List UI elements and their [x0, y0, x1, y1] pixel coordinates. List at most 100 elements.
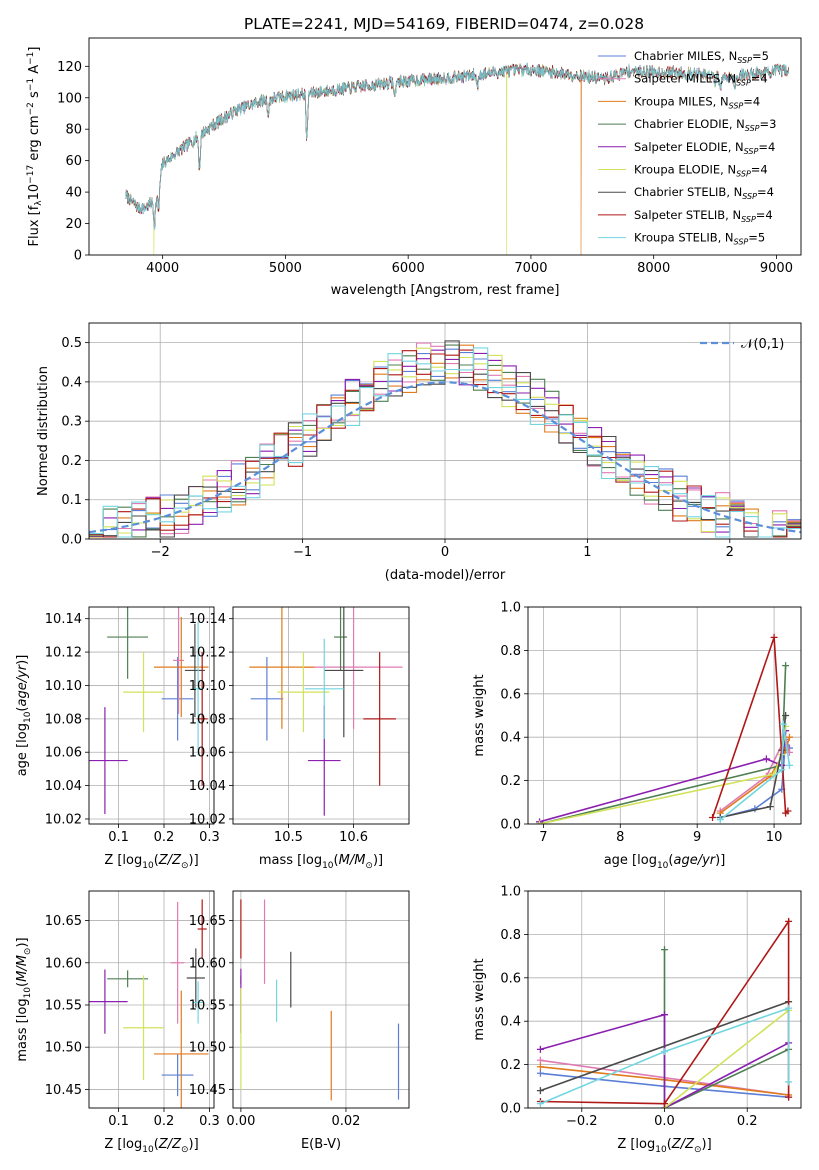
y-tick-label: 10.55	[45, 998, 82, 1013]
y-tick-label: 10.55	[189, 998, 226, 1013]
y-tick-label: 10.06	[189, 746, 226, 761]
x-axis-label: mass [log10(M/M⊙)]	[259, 853, 383, 871]
panel-mass_weight_vs_age: 7 8 9 10 0.0 0.2 0.4 0.6 0.8 1.0 age [log10(age/yr…	[472, 601, 802, 871]
series-marker	[709, 813, 717, 821]
axes-frame	[88, 322, 802, 540]
panel-age_vs_mass: 10.5 10.6 10.02 10.04 10.06 10.08 10.10 10.12 10…	[189, 606, 410, 871]
y-tick-label: 40	[65, 186, 82, 201]
histogram-kroupa-stelib	[89, 347, 801, 538]
series-marker	[784, 807, 792, 815]
series-marker	[536, 820, 544, 824]
errorbar-chabrier-miles	[250, 657, 284, 741]
legend: 𝒩(0,1)	[700, 337, 784, 352]
errorbar-chabrier-stelib	[186, 948, 205, 1008]
series-line	[539, 665, 787, 824]
spectrum-line-kroupa-stelib	[125, 61, 790, 230]
y-tick-label: 0.4	[500, 1015, 521, 1030]
y-tick-label: 10.12	[189, 646, 226, 661]
y-tick-label: 120	[57, 60, 82, 75]
series-marker	[661, 1048, 668, 1056]
spectrum-line-kroupa-miles	[125, 63, 790, 255]
y-tick-label: 1.0	[500, 885, 521, 900]
axes-frame	[232, 606, 410, 825]
y-axis-label: mass weight	[472, 958, 487, 1040]
series-marker	[785, 917, 793, 925]
series-marker	[778, 766, 786, 774]
x-tick-label: 0.2	[154, 1114, 175, 1129]
x-axis-label: Z [log10(Z/Z⊙)]	[617, 1137, 711, 1155]
x-tick-label: 0.1	[108, 830, 129, 845]
plot-area	[89, 340, 801, 538]
y-tick-label: 100	[57, 91, 82, 106]
y-tick-label: 0.6	[500, 687, 521, 702]
series-marker	[536, 1100, 544, 1108]
series-marker	[782, 662, 790, 670]
series-marker	[762, 755, 770, 763]
series-chabrier-elodie	[536, 662, 790, 824]
x-tick-label: 10.6	[339, 830, 368, 845]
errorbar-salpeter-miles	[173, 607, 184, 714]
x-tick-label: 8000	[637, 261, 670, 276]
series-line	[664, 1009, 790, 1108]
errorbar-kroupa-elodie	[123, 975, 164, 1081]
y-axis-label: Normed distribution	[36, 366, 51, 496]
plot-area	[125, 61, 790, 255]
panel-residuals: −2 −1 0 1 2 0.0 0.1 0.2 0.3 0.4 0.5 𝒩(0,1) (data-mod…	[36, 322, 802, 583]
y-tick-label: 60	[65, 154, 82, 169]
y-tick-label: 10.02	[45, 812, 82, 827]
y-tick-label: 0.2	[500, 1058, 521, 1073]
y-tick-label: 10.65	[189, 914, 226, 929]
y-axis-label: mass [log10(M/M⊙)]	[15, 937, 33, 1061]
legend-label: Salpeter ELODIE, NSSP=4	[634, 140, 775, 156]
series-line	[719, 724, 791, 821]
panel-age_vs_Z: 0.1 0.2 0.3 10.02 10.04 10.06 10.08 10.10 10.12 1…	[15, 606, 220, 871]
y-tick-label: 10.14	[45, 612, 82, 627]
y-tick-label: 0.8	[500, 644, 521, 659]
series-marker	[536, 1087, 544, 1095]
x-tick-label: 7000	[514, 261, 547, 276]
y-axis-label-group: age [log10(age/yr)]	[15, 655, 33, 777]
axes-frame	[527, 890, 802, 1109]
axes-frame	[232, 890, 410, 1109]
axes-frame	[88, 37, 802, 256]
series-marker	[785, 733, 793, 741]
errorbar-kroupa-elodie	[123, 652, 164, 733]
y-tick-label: 10.50	[45, 1041, 82, 1056]
series-marker	[716, 816, 724, 824]
x-tick-label: 0.1	[108, 1114, 129, 1129]
axes-frame	[88, 606, 215, 825]
series-marker	[536, 1069, 544, 1077]
series-marker	[536, 1063, 544, 1071]
y-tick-label: 0.3	[61, 415, 82, 430]
y-axis-label-group: Normed distribution	[36, 366, 51, 496]
x-axis-label: (data-model)/error	[385, 568, 506, 583]
x-tick-label: 0.00	[226, 1114, 255, 1129]
series-line	[539, 730, 787, 823]
legend-label: Kroupa MILES, NSSP=4	[634, 94, 760, 110]
series-salpeter-stelib	[709, 633, 792, 821]
x-tick-label: 1	[583, 545, 591, 560]
y-tick-label: 0.4	[61, 375, 82, 390]
y-tick-label: 10.45	[189, 1083, 226, 1098]
errorbar-chabrier-elodie	[107, 970, 149, 988]
plot-area	[89, 899, 209, 1108]
legend-label: Kroupa ELODIE, NSSP=4	[634, 163, 768, 179]
y-tick-label: 10.50	[189, 1041, 226, 1056]
errorbar-chabrier-miles	[161, 657, 194, 741]
series-marker	[536, 1056, 544, 1064]
y-tick-label: 0.0	[500, 818, 521, 833]
y-tick-label: 10.60	[189, 956, 226, 971]
axes-frame	[88, 890, 215, 1109]
errorbar-kroupa-miles	[154, 617, 209, 718]
x-tick-label: 2	[726, 545, 734, 560]
errorbar-kroupa-stelib	[304, 638, 344, 739]
series-line	[719, 734, 791, 812]
series-marker	[536, 1045, 544, 1053]
x-tick-label: 0.2	[154, 830, 175, 845]
series-marker	[785, 761, 793, 769]
series-kroupa-stelib	[716, 720, 793, 824]
x-tick-label: 9000	[760, 261, 793, 276]
x-tick-label: 10.5	[274, 830, 303, 845]
y-tick-label: 0	[74, 249, 82, 264]
figure-title: PLATE=2241, MJD=54169, FIBERID=0474, z=0…	[244, 15, 644, 33]
